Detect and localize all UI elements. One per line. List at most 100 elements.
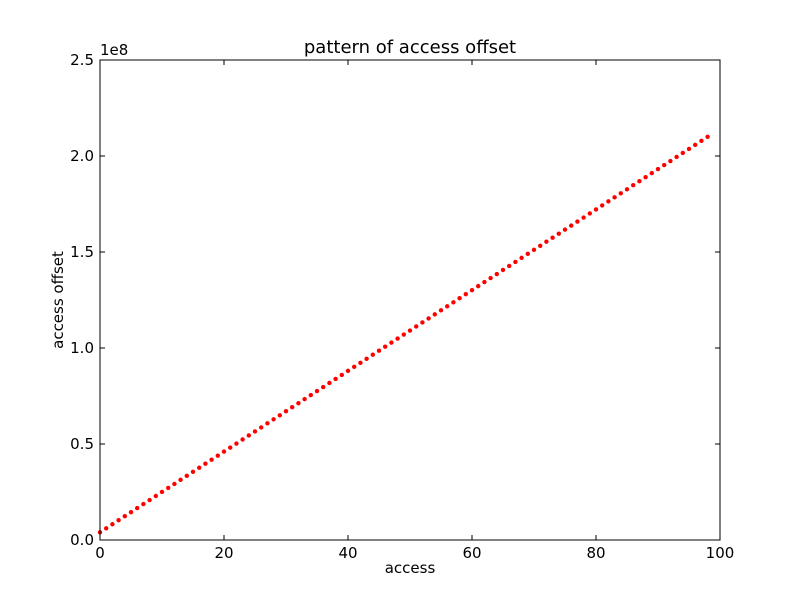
- data-point: [476, 283, 481, 289]
- data-point: [166, 485, 171, 491]
- data-point: [407, 328, 413, 333]
- data-point: [550, 235, 555, 240]
- data-point: [302, 396, 307, 402]
- data-point: [631, 183, 636, 188]
- data-point: [203, 461, 208, 466]
- data-point: [513, 259, 518, 265]
- data-point: [178, 477, 183, 483]
- data-point: [358, 360, 363, 366]
- data-point: [296, 400, 301, 406]
- data-point: [277, 413, 282, 418]
- data-point: [259, 425, 264, 430]
- plot-frame: [99, 59, 721, 541]
- data-point: [153, 493, 158, 499]
- data-point: [339, 372, 344, 378]
- data-point: [308, 392, 313, 398]
- data-point: [364, 356, 369, 361]
- y-tick-label: 2.0: [70, 147, 94, 165]
- x-axis-label: access: [385, 559, 436, 577]
- data-point: [327, 380, 332, 386]
- data-point: [122, 513, 128, 519]
- data-point: [587, 211, 592, 216]
- data-point: [575, 219, 580, 224]
- data-point: [438, 308, 444, 313]
- data-point: [426, 316, 431, 321]
- y-tick-label: 2.5: [70, 51, 94, 69]
- data-point: [451, 300, 456, 305]
- data-point: [600, 203, 605, 208]
- x-axis-ticks: 0 20 40 60 80 100: [95, 60, 734, 562]
- x-tick-label: 60: [462, 544, 481, 562]
- data-point: [507, 263, 512, 269]
- y-tick-label: 0.5: [70, 435, 94, 453]
- y-tick-label: 1.5: [70, 243, 94, 261]
- data-point: [655, 166, 661, 172]
- data-point: [538, 243, 543, 248]
- data-point: [686, 146, 692, 152]
- data-point: [494, 271, 499, 277]
- data-point: [680, 150, 685, 156]
- data-point: [500, 267, 506, 273]
- data-point: [376, 348, 382, 353]
- x-tick-label: 20: [214, 544, 233, 562]
- data-point: [457, 296, 462, 301]
- data-point: [314, 388, 320, 394]
- data-point: [693, 142, 698, 148]
- data-point: [668, 158, 673, 164]
- data-point: [643, 174, 648, 180]
- data-point: [228, 445, 233, 450]
- data-point: [445, 304, 450, 309]
- data-point: [345, 368, 351, 374]
- data-point: [662, 162, 667, 168]
- data-point: [271, 417, 276, 422]
- data-point: [104, 526, 109, 531]
- data-point: [525, 251, 530, 257]
- data-point: [544, 239, 549, 244]
- data-point: [321, 384, 326, 390]
- data-point: [252, 429, 258, 434]
- data-point: [482, 279, 487, 285]
- data-point: [221, 449, 227, 454]
- data-point: [562, 227, 568, 232]
- data-point: [414, 324, 419, 329]
- data-point: [110, 522, 115, 527]
- data-point: [401, 332, 406, 337]
- data-point: [141, 501, 146, 507]
- x-tick-label: 40: [338, 544, 357, 562]
- data-point: [383, 344, 388, 349]
- data-point: [469, 287, 475, 293]
- x-tick-label: 80: [586, 544, 605, 562]
- data-point: [618, 191, 623, 196]
- data-point: [569, 223, 574, 228]
- data-point: [593, 207, 599, 212]
- data-point: [612, 195, 617, 200]
- data-point: [128, 509, 134, 515]
- data-point: [699, 138, 704, 144]
- data-point: [147, 497, 152, 503]
- data-point: [649, 170, 654, 176]
- data-point: [581, 215, 586, 220]
- x-tick-label: 0: [95, 544, 105, 562]
- data-point: [463, 292, 468, 297]
- data-point: [135, 505, 140, 511]
- y-tick-label: 1.0: [70, 339, 94, 357]
- y-tick-label: 0.0: [70, 531, 94, 549]
- data-point: [389, 340, 394, 345]
- data-point: [246, 433, 251, 438]
- data-point: [395, 336, 400, 341]
- data-point: [420, 320, 425, 325]
- data-point: [215, 453, 220, 458]
- chart-title: pattern of access offset: [304, 37, 516, 58]
- data-point: [209, 457, 214, 462]
- data-point: [172, 481, 177, 487]
- data-point: [352, 364, 357, 370]
- data-point: [197, 465, 202, 470]
- data-point: [240, 437, 245, 442]
- data-point: [290, 405, 295, 410]
- data-point: [606, 199, 611, 204]
- data-point: [265, 421, 270, 426]
- y-axis-label: access offset: [49, 251, 67, 349]
- data-point: [190, 469, 196, 474]
